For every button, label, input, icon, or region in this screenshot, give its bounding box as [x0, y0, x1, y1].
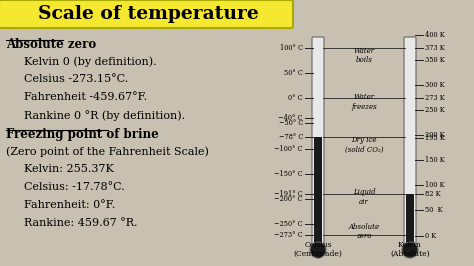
Text: 195 K: 195 K [425, 134, 445, 142]
Text: Kelvin 0 (by definition).: Kelvin 0 (by definition). [24, 56, 156, 66]
Text: 250 K: 250 K [425, 106, 445, 114]
Text: 100° C: 100° C [280, 44, 303, 52]
Text: Kelvin: 255.37K: Kelvin: 255.37K [24, 164, 114, 174]
Text: −78° C: −78° C [279, 134, 303, 142]
Text: Liquid
air: Liquid air [353, 188, 375, 206]
Text: −40° C: −40° C [279, 114, 303, 122]
Text: 50° C: 50° C [284, 69, 303, 77]
Text: Absolute zero: Absolute zero [6, 38, 96, 51]
Text: Absolute
zero: Absolute zero [348, 223, 380, 240]
Bar [406, 194, 414, 244]
Text: Fahrenheit: 0°F.: Fahrenheit: 0°F. [24, 200, 115, 210]
Text: 0° C: 0° C [288, 94, 303, 102]
Text: −150° C: −150° C [274, 170, 303, 178]
Text: 273 K: 273 K [425, 94, 445, 102]
Text: Freezing point of brine: Freezing point of brine [6, 128, 159, 141]
Text: 150 K: 150 K [425, 156, 445, 164]
Ellipse shape [402, 242, 418, 258]
FancyBboxPatch shape [0, 0, 293, 28]
Text: 50  K: 50 K [425, 206, 443, 214]
FancyBboxPatch shape [404, 37, 416, 245]
Text: Rankine 0 °R (by definition).: Rankine 0 °R (by definition). [24, 110, 185, 121]
Text: 100 K: 100 K [425, 181, 445, 189]
Text: −200° C: −200° C [274, 195, 303, 203]
Text: Dry ice
(solid CO₂): Dry ice (solid CO₂) [345, 136, 383, 153]
Text: −250° C: −250° C [274, 220, 303, 228]
Text: 373 K: 373 K [425, 44, 445, 52]
Ellipse shape [310, 242, 326, 258]
Bar [314, 138, 322, 244]
Text: −100° C: −100° C [274, 144, 303, 152]
Text: 200 K: 200 K [425, 131, 445, 139]
Text: −273° C: −273° C [274, 231, 303, 239]
Text: Water
freezes: Water freezes [351, 93, 377, 111]
Text: Scale of temperature: Scale of temperature [37, 5, 258, 23]
Text: 350 K: 350 K [425, 56, 445, 64]
Text: 82 K: 82 K [425, 190, 441, 198]
Text: 0 K: 0 K [425, 231, 436, 240]
Text: Fahrenheit -459.67°F.: Fahrenheit -459.67°F. [24, 92, 147, 102]
Text: Water
boils: Water boils [354, 47, 374, 64]
FancyBboxPatch shape [312, 37, 324, 245]
Text: 400 K: 400 K [425, 31, 445, 39]
Text: Rankine: 459.67 °R.: Rankine: 459.67 °R. [24, 218, 137, 228]
Text: 300 K: 300 K [425, 81, 445, 89]
Text: Kelvin
(Absolute): Kelvin (Absolute) [390, 241, 430, 258]
Text: Celsius -273.15°C.: Celsius -273.15°C. [24, 74, 128, 84]
Text: −191° C: −191° C [274, 190, 303, 198]
Text: Celsius
(Centigrade): Celsius (Centigrade) [293, 241, 342, 258]
Text: (Zero point of the Fahrenheit Scale): (Zero point of the Fahrenheit Scale) [6, 146, 209, 157]
Text: Celsius: -17.78°C.: Celsius: -17.78°C. [24, 182, 125, 192]
Text: −50° C: −50° C [279, 119, 303, 127]
